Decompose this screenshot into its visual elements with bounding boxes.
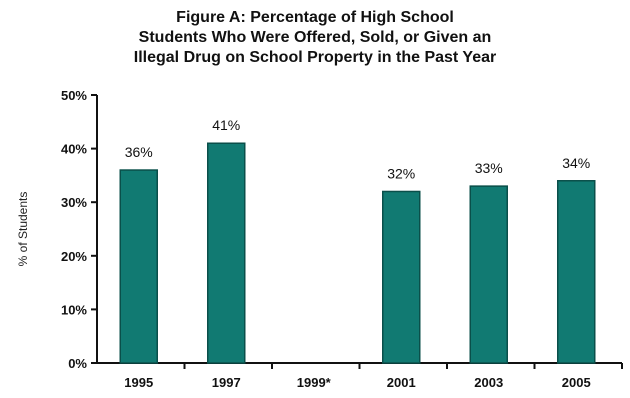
bar-2005 (557, 180, 596, 364)
chart-title-line-1: Figure A: Percentage of High School (176, 9, 454, 26)
x-tick-label: 2003 (474, 375, 503, 390)
x-tick-label: 1995 (124, 375, 153, 390)
bar-1997 (207, 142, 246, 364)
y-tick-label: 0% (68, 356, 87, 371)
y-tick-label: 30% (61, 195, 87, 210)
bar-2001 (382, 190, 421, 364)
data-label-1995: 36% (125, 144, 153, 160)
y-tick-label: 50% (61, 88, 87, 103)
plot-area: 0% 10% 20% 30% 40% 50% 36% 1995 41% 1997 1999* 32% 2… (61, 88, 623, 390)
bar-2003 (469, 185, 508, 364)
x-tick-label: 1999* (297, 375, 332, 390)
chart-title-line-2: Students Who Were Offered, Sold, or Give… (138, 29, 492, 46)
x-tick-label: 2001 (387, 375, 416, 390)
data-label-2001: 32% (387, 165, 415, 181)
data-label-2003: 33% (475, 160, 503, 176)
y-tick-label: 10% (61, 302, 87, 317)
data-label-1997: 41% (212, 117, 240, 133)
y-tick-label: 20% (61, 249, 87, 264)
y-tick-label: 40% (61, 142, 87, 157)
x-tick-label: 1997 (212, 375, 241, 390)
y-axis-title: % of Students (16, 192, 30, 267)
data-label-2005: 34% (562, 155, 590, 171)
chart-title-line-3: Illegal Drug on School Property in the P… (133, 49, 497, 66)
x-tick-label: 2005 (562, 375, 591, 390)
bar-1995 (119, 169, 158, 364)
chart-title: Figure A: Percentage of High School Stud… (0, 8, 630, 68)
